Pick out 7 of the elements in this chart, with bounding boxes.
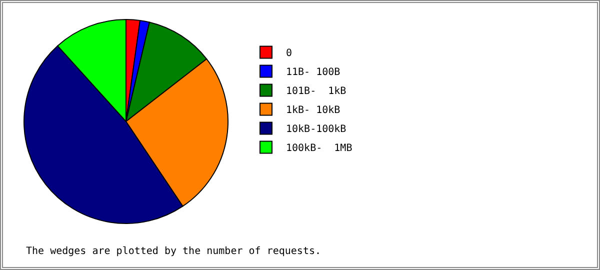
legend-label: 0 xyxy=(286,48,292,60)
legend-label: 10kB-100kB xyxy=(286,124,346,136)
legend-label: 101B- 1kB xyxy=(286,86,346,98)
legend-label: 100kB- 1MB xyxy=(286,143,352,154)
legend-label: 1kB- 10kB xyxy=(286,105,340,116)
legend-label: 11B- 100B xyxy=(286,67,340,78)
text: The wedges are plotted by the number of requests. xyxy=(26,246,322,257)
